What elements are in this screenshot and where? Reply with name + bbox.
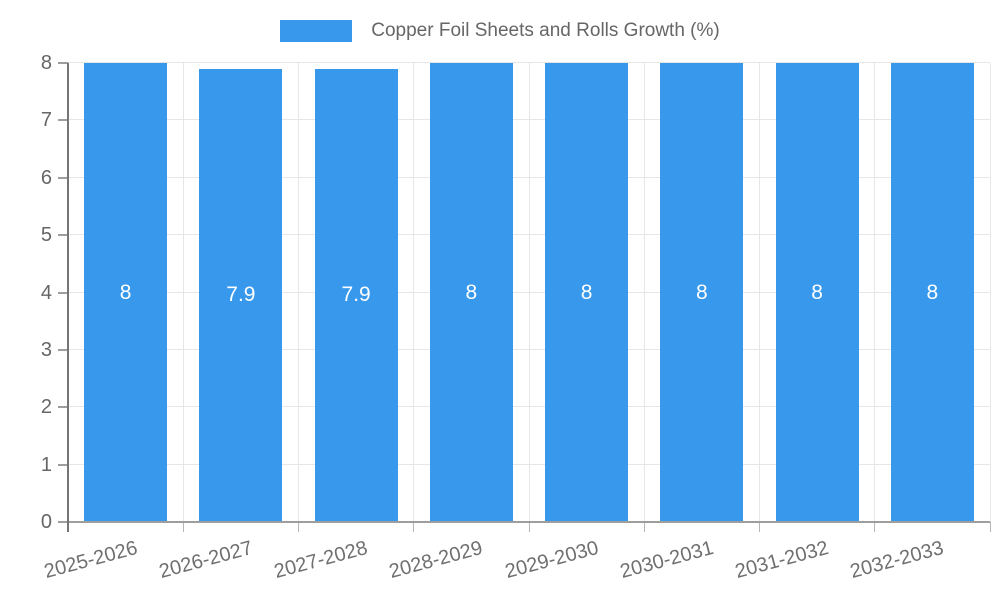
bar-value-label: 8: [580, 280, 593, 304]
x-axis-line: [58, 521, 990, 523]
v-gridline: [413, 63, 415, 522]
bar-value-label: 7.9: [341, 283, 371, 307]
v-gridline: [643, 63, 645, 522]
bar: [660, 63, 744, 522]
x-tick-mark: [413, 522, 415, 532]
legend-label: Copper Foil Sheets and Rolls Growth (%): [371, 20, 720, 41]
y-tick-mark: [58, 119, 68, 122]
x-tick-label: 2027-2028: [271, 536, 371, 583]
y-tick-label: 8: [40, 52, 52, 74]
bar: [545, 63, 629, 522]
y-tick-label: 6: [40, 166, 52, 189]
y-tick-mark: [58, 406, 68, 409]
v-gridline: [874, 63, 876, 522]
x-tick-mark: [182, 522, 184, 532]
bar-value-label: 8: [926, 280, 939, 304]
bar: [890, 63, 974, 522]
y-tick-label: 3: [40, 338, 52, 361]
x-tick-label: 2029-2030: [502, 536, 601, 583]
bar-value-label: 8: [696, 280, 708, 304]
y-tick-mark: [58, 463, 68, 466]
x-tick-mark: [298, 522, 299, 532]
x-tick-label: 2032-2033: [848, 536, 947, 583]
x-tick-mark: [528, 522, 530, 532]
v-gridline: [528, 63, 530, 522]
y-tick-mark: [58, 62, 68, 64]
v-gridline: [759, 63, 760, 522]
legend-swatch: [280, 20, 353, 42]
bar-value-label: 8: [465, 280, 478, 304]
y-gridline: [68, 62, 990, 63]
v-gridline: [989, 63, 991, 522]
x-tick-label: 2025-2026: [41, 536, 140, 583]
y-tick-mark: [58, 234, 68, 237]
y-axis-line: [67, 63, 69, 532]
bar: [84, 63, 168, 522]
x-tick-mark: [643, 522, 645, 532]
y-tick-label: 2: [40, 396, 52, 419]
x-tick-label: 2026-2027: [156, 536, 255, 583]
x-tick-mark: [989, 522, 991, 532]
y-tick-mark: [58, 176, 68, 179]
x-tick-label: 2031-2032: [732, 536, 832, 583]
v-gridline: [298, 63, 299, 522]
bar-value-label: 7.9: [226, 283, 256, 307]
y-tick-label: 7: [40, 109, 52, 132]
y-tick-label: 1: [40, 453, 52, 476]
bar-value-label: 8: [811, 280, 823, 304]
bar: [429, 63, 513, 522]
x-tick-label: 2028-2029: [387, 536, 486, 583]
y-tick-mark: [58, 291, 68, 294]
x-tick-mark: [874, 522, 876, 532]
bar: [199, 68, 283, 522]
y-tick-label: 5: [40, 224, 52, 247]
x-tick-label: 2030-2031: [617, 536, 716, 583]
bar-value-label: 8: [119, 280, 132, 304]
y-tick-mark: [58, 348, 68, 351]
bar: [314, 68, 398, 522]
y-tick-label: 0: [40, 511, 52, 533]
bar: [775, 63, 859, 522]
x-tick-mark: [759, 522, 760, 532]
v-gridline: [182, 63, 184, 522]
y-tick-label: 4: [40, 281, 52, 304]
chart-legend: Copper Foil Sheets and Rolls Growth (%): [0, 20, 1000, 42]
